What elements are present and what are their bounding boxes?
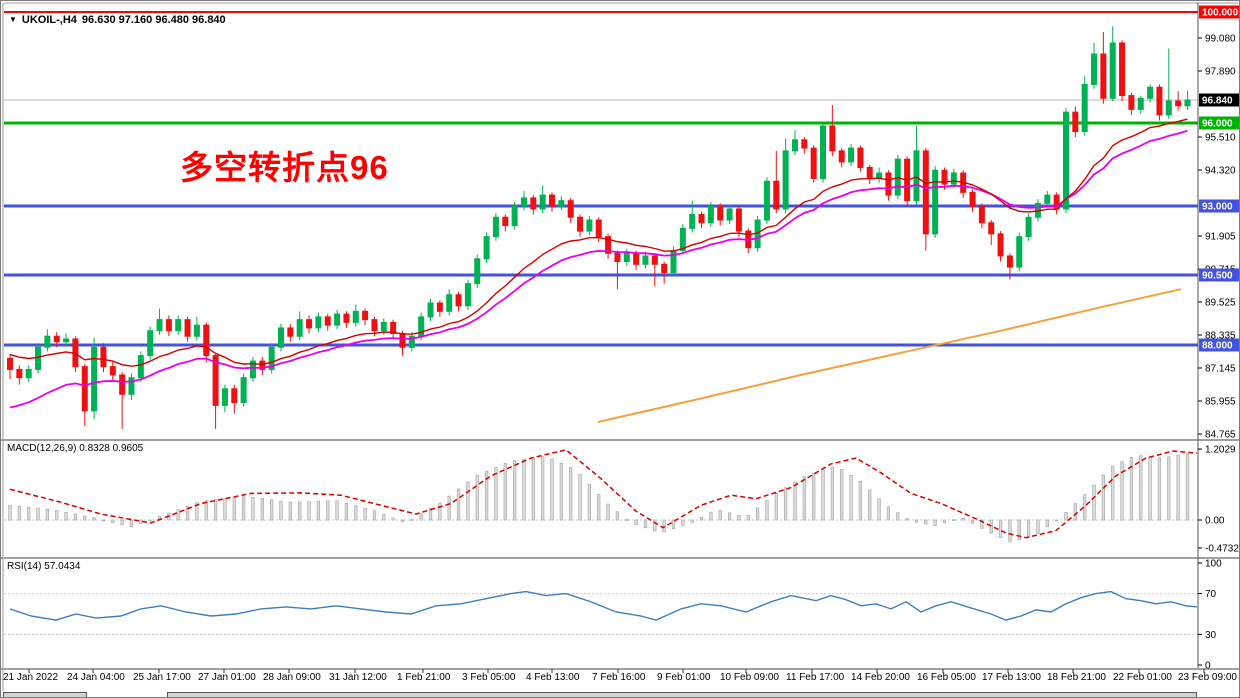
price-tick-label: 95.510: [1205, 133, 1236, 144]
price-badge-label: 100.000: [1202, 8, 1239, 19]
time-label: 1 Feb 21:00: [397, 672, 451, 683]
time-label: 18 Feb 21:00: [1047, 672, 1106, 683]
price-badge: [1199, 338, 1239, 352]
ma-line: [9, 118, 1188, 367]
macd-signal-line: [9, 448, 1198, 539]
price-badge-label: 96.000: [1202, 119, 1233, 130]
main-price-panel[interactable]: [4, 2, 1238, 429]
chart-text-annotation[interactable]: 多空转折点96: [180, 149, 389, 186]
candles-layer: [7, 26, 1191, 429]
symbol-title: UKOIL-,H4: [21, 14, 77, 26]
price-tick-label: 85.955: [1205, 397, 1236, 408]
time-label: 17 Feb 13:00: [982, 672, 1041, 683]
price-tick-label: 89.525: [1205, 298, 1236, 309]
time-label: 24 Jan 04:00: [67, 672, 125, 683]
rsi-line: [9, 590, 1198, 621]
macd-tick-label: 1.2029: [1205, 445, 1236, 456]
macd-name: MACD(12,26,9): [7, 443, 77, 454]
macd-tick-label: 0.00: [1205, 516, 1225, 527]
price-badge: [1199, 93, 1239, 107]
macd-indicator-label: MACD(12,26,9) 0.8328 0.9605: [7, 443, 143, 454]
time-label: 11 Feb 17:00: [786, 672, 845, 683]
price-badge-label: 90.500: [1202, 271, 1233, 282]
symbol-info-bar: ▼ UKOIL-,H4 96.630 97.160 96.480 96.840: [9, 14, 226, 26]
macd-tick-label: -0.4732: [1205, 543, 1239, 554]
time-label: 4 Feb 13:00: [526, 672, 580, 683]
price-badge: [1199, 5, 1239, 19]
time-label: 10 Feb 09:00: [720, 672, 779, 683]
price-badge: [1199, 199, 1239, 213]
macd-panel[interactable]: [1, 439, 1240, 543]
macd-values: 0.8328 0.9605: [79, 443, 144, 454]
rsi-tick-label: 70: [1205, 589, 1217, 600]
rsi-tick-label: 100: [1205, 559, 1222, 570]
time-label: 16 Feb 05:00: [917, 672, 976, 683]
price-badge: [1199, 116, 1239, 130]
symbol-dropdown-icon[interactable]: ▼: [9, 15, 17, 24]
price-axis[interactable]: 99.08097.89095.51094.32091.90590.71589.5…: [1, 3, 1240, 691]
price-badge-label: 88.000: [1202, 341, 1233, 352]
time-label: 25 Jan 17:00: [133, 672, 191, 683]
price-tick-label: 84.765: [1205, 430, 1236, 441]
macd-histogram: [8, 453, 1190, 543]
rsi-name: RSI(14): [7, 561, 42, 572]
rsi-panel[interactable]: [1, 557, 1240, 635]
time-label: 21 Jan 2022: [3, 672, 59, 683]
price-tick-label: 97.890: [1205, 67, 1236, 78]
price-badge-label: 96.840: [1202, 96, 1233, 107]
rsi-tick-label: 0: [1205, 661, 1211, 672]
time-label: 9 Feb 01:00: [657, 672, 711, 683]
time-label: 31 Jan 12:00: [329, 672, 387, 683]
price-badge: [1199, 268, 1239, 282]
ma-orange-line: [597, 288, 1182, 423]
price-tick-label: 94.320: [1205, 166, 1236, 177]
price-tick-label: 91.905: [1205, 232, 1236, 243]
time-axis[interactable]: 21 Jan 2022 24 Jan 04:00 25 Jan 17:00 27 Ja…: [1, 672, 1239, 687]
time-label: 27 Jan 01:00: [198, 672, 256, 683]
time-label: 14 Feb 20:00: [851, 672, 910, 683]
time-label: 7 Feb 16:00: [592, 672, 646, 683]
rsi-tick-label: 30: [1205, 630, 1217, 641]
price-tick-label: 87.145: [1205, 364, 1236, 375]
rsi-value: 57.0434: [44, 561, 81, 572]
symbol-ohlc-values: 96.630 97.160 96.480 96.840: [81, 14, 226, 26]
time-label: 28 Jan 09:00: [263, 672, 321, 683]
price-badge-label: 93.000: [1202, 202, 1233, 213]
time-label: 22 Feb 01:00: [1113, 672, 1172, 683]
price-tick-label: 99.080: [1205, 34, 1236, 45]
bottom-strip-fragment: [3, 692, 87, 697]
time-label: 3 Feb 05:00: [462, 672, 516, 683]
bottom-window-strip: [1, 691, 1239, 697]
bottom-strip-fragment: [167, 692, 1197, 697]
price-tick-label: 88.335: [1205, 331, 1236, 342]
rsi-indicator-label: RSI(14) 57.0434: [7, 561, 80, 572]
time-label: 23 Feb 09:00: [1178, 672, 1237, 683]
